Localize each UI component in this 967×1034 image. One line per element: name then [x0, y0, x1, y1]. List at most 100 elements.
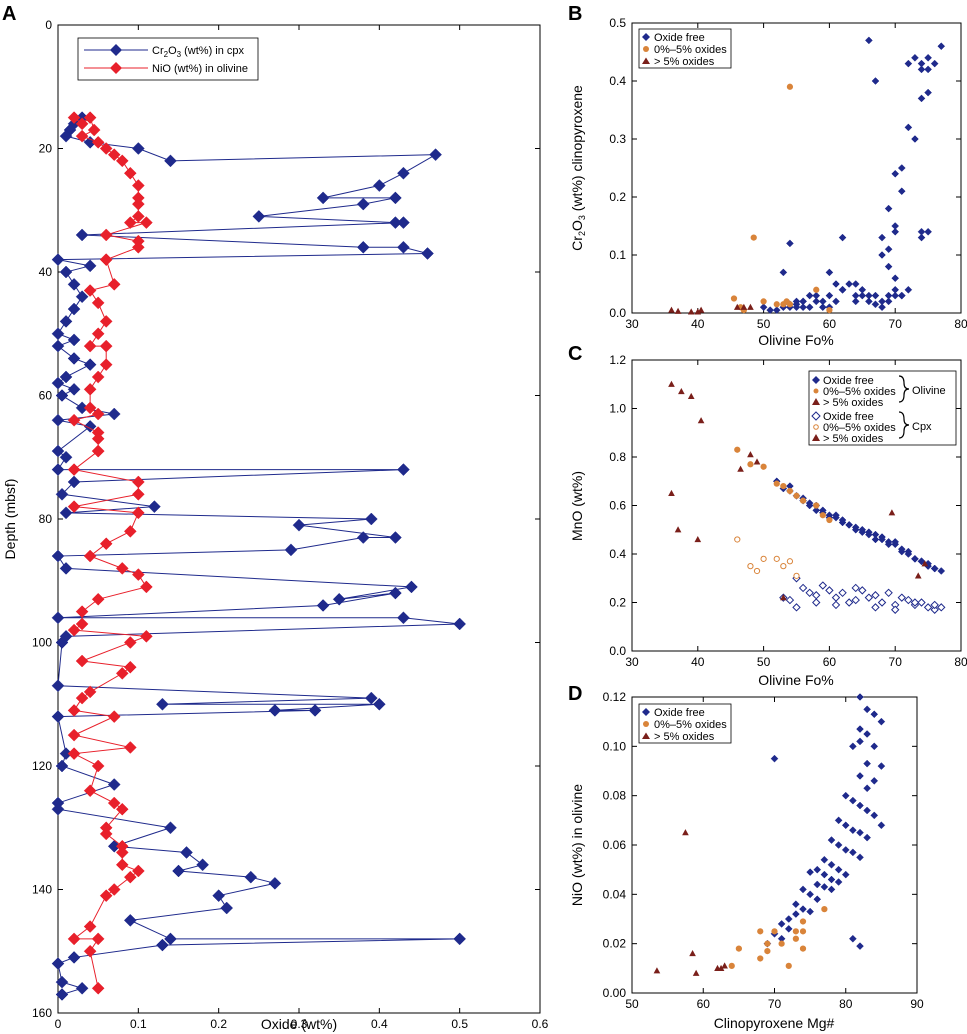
- data-point-cr2o3-wt-in-cpx: [51, 549, 65, 563]
- data-point-oxide-free: [849, 848, 857, 857]
- data-point-oxide-free: [845, 280, 853, 288]
- data-point-oxide-free: [851, 280, 860, 288]
- data-point-oxide-free: [770, 754, 779, 763]
- data-point-0-5-oxides: [786, 487, 794, 495]
- data-point-cr2o3-wt-in-cpx: [244, 870, 258, 884]
- data-point-oxide-free: [856, 801, 864, 810]
- data-point-cr2o3-wt-in-cpx: [55, 389, 69, 402]
- legend-c-cpx-high-oxide-label: > 5% oxides: [823, 433, 884, 445]
- data-point-cr2o3-wt-in-cpx: [196, 858, 209, 872]
- data-point-oxide-free: [805, 588, 814, 598]
- data-point-cr2o3-wt-in-cpx: [67, 333, 81, 347]
- data-point-nio-wt-in-olivine: [115, 667, 129, 680]
- data-point-nio-wt-in-olivine: [99, 253, 113, 267]
- x-tick-label: 70: [889, 655, 903, 669]
- data-point-nio-wt-in-olivine: [75, 129, 89, 143]
- data-point--5-oxides: [678, 388, 685, 395]
- y-tick-label: 0: [45, 18, 52, 32]
- data-point-0-5-oxides: [799, 928, 807, 935]
- panel-b: B 30 40 50 60 70 80 0.0 0.1 0.2 0.3 0.4 0.5 Olivine…: [568, 3, 967, 348]
- data-point-0-5-oxides: [773, 301, 780, 308]
- data-point-cr2o3-wt-in-cpx: [51, 253, 65, 267]
- data-point-0-5-oxides: [826, 306, 833, 314]
- legend-c-olivine-group-label: Olivine: [912, 385, 946, 397]
- data-point--5-oxides: [737, 465, 744, 472]
- data-point-cr2o3-wt-in-cpx: [164, 821, 177, 835]
- data-point-oxide-free: [891, 538, 900, 546]
- data-point-oxide-free: [856, 853, 864, 862]
- data-point-cr2o3-wt-in-cpx: [308, 704, 322, 717]
- data-point--5-oxides: [697, 417, 705, 424]
- data-point-cr2o3-wt-in-cpx: [59, 129, 73, 143]
- data-point-nio-wt-in-olivine: [67, 932, 81, 946]
- data-point-oxide-free: [813, 880, 822, 889]
- data-point-nio-wt-in-olivine: [131, 506, 145, 520]
- data-point-oxide-free: [863, 784, 871, 793]
- x-tick-label: 70: [768, 997, 782, 1011]
- data-point-oxide-free: [871, 291, 880, 300]
- data-point-nio-wt-in-olivine: [91, 759, 105, 773]
- data-point-oxide-free: [834, 865, 843, 874]
- panel-c-legend: Oxide free 0%–5% oxides > 5% oxides Oliv…: [808, 370, 957, 446]
- data-point-oxide-free: [878, 251, 886, 259]
- legend-c-cpx-oxide-free-marker: [811, 411, 821, 421]
- data-point-oxide-free: [799, 303, 807, 312]
- data-point--5-oxides: [753, 458, 761, 465]
- data-point-0-5-oxides: [760, 298, 767, 305]
- data-point--5-oxides: [888, 509, 896, 516]
- panel-d-letter: D: [568, 683, 582, 705]
- data-point-nio-wt-in-olivine: [99, 358, 113, 371]
- data-point-oxide-free: [841, 791, 850, 800]
- panel-d-legend-box: [638, 703, 732, 744]
- legend-low-oxide-marker: [643, 46, 649, 52]
- data-point-oxide-free: [897, 547, 906, 556]
- data-point-oxide-free: [878, 233, 886, 242]
- data-point-oxide-free: [930, 600, 939, 610]
- data-point-oxide-free: [856, 737, 864, 746]
- data-point-cr2o3-wt-in-cpx: [212, 889, 226, 903]
- data-point-0-5-oxides: [786, 301, 794, 308]
- legend-d-high-oxide-marker: [642, 732, 650, 739]
- data-point-cr2o3-wt-in-cpx: [429, 148, 442, 162]
- data-point-0-5-oxides: [747, 563, 754, 570]
- y-tick-label: 0.08: [603, 789, 627, 803]
- data-point-oxide-free: [870, 811, 879, 820]
- data-point-oxide-free: [856, 942, 864, 950]
- data-point-cr2o3-wt-in-cpx: [51, 710, 65, 723]
- data-point-oxide-free: [785, 595, 795, 605]
- data-point--5-oxides: [668, 306, 675, 313]
- data-point-0-5-oxides: [764, 940, 771, 947]
- data-point-cr2o3-wt-in-cpx: [405, 580, 418, 594]
- legend-high-oxide-marker: [642, 57, 650, 64]
- data-point--5-oxides: [914, 572, 922, 579]
- data-point--5-oxides: [687, 392, 695, 399]
- panel-d: D 50 60 70 80 90 0.00 0.02 0.04 0.06 0.08 0.10 0.12…: [568, 683, 924, 1031]
- data-point-0-5-oxides: [730, 295, 738, 302]
- data-point-oxide-free: [856, 828, 864, 837]
- y-tick-label: 60: [39, 389, 53, 403]
- panel-b-y-axis-label: Cr2O3 (wt%) clinopyroxene: [569, 85, 587, 251]
- data-point-cr2o3-wt-in-cpx: [316, 191, 330, 205]
- data-point--5-oxides: [668, 489, 675, 496]
- data-point-oxide-free: [863, 759, 871, 768]
- panel-a-plot: [51, 111, 467, 1001]
- data-point--5-oxides: [653, 967, 661, 974]
- data-point-cr2o3-wt-in-cpx: [51, 957, 65, 970]
- panel-a-legend: Cr2O3 (wt%) in cpx NiO (wt%) in olivine: [77, 37, 259, 81]
- data-point-0-5-oxides: [735, 945, 742, 952]
- legend-c-olivine-oxide-free-label: Oxide free: [823, 375, 874, 387]
- data-point-nio-wt-in-olivine: [83, 920, 97, 933]
- x-tick-label: 0.5: [451, 1017, 468, 1031]
- data-point-nio-wt-in-olivine: [140, 629, 153, 643]
- panel-c-legend-box: [808, 370, 957, 446]
- data-point-0-5-oxides: [734, 446, 741, 453]
- data-point--5-oxides: [674, 307, 682, 314]
- y-tick-label: 0.4: [609, 547, 626, 561]
- x-tick-label: 50: [757, 317, 771, 331]
- data-point-oxide-free: [838, 285, 847, 294]
- data-point-oxide-free: [904, 547, 913, 556]
- panel-c-x-axis-label: Olivine Fo%: [758, 672, 833, 688]
- data-point-cr2o3-wt-in-cpx: [51, 376, 65, 390]
- data-point-nio-wt-in-olivine: [67, 704, 81, 717]
- data-point-cr2o3-wt-in-cpx: [268, 704, 282, 717]
